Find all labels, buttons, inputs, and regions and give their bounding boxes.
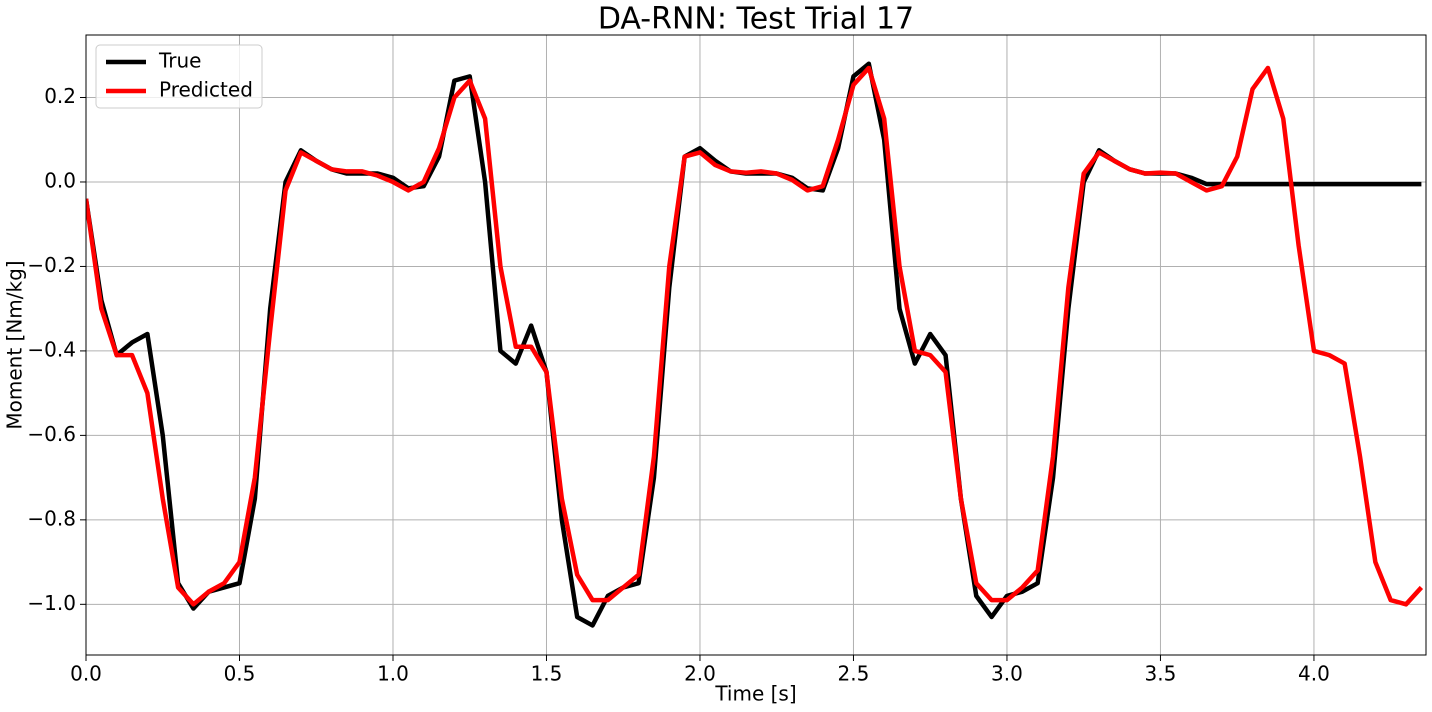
x-tick-label: 0.5 [224, 662, 256, 686]
x-tick-label: 0.0 [70, 662, 102, 686]
x-tick-label: 4.0 [1298, 662, 1330, 686]
x-tick-label: 2.5 [838, 662, 870, 686]
y-tick-label: −1.0 [27, 591, 76, 615]
plot-frame [85, 34, 1427, 656]
legend-label: Predicted [159, 78, 253, 102]
x-tick-label: 3.5 [1145, 662, 1177, 686]
y-tick-label: −0.2 [27, 253, 76, 277]
chart-title: DA-RNN: Test Trial 17 [598, 2, 914, 37]
legend-label: True [158, 49, 201, 73]
y-tick-label: −0.8 [27, 506, 76, 530]
y-tick-label: −0.6 [27, 422, 76, 446]
x-tick-label: 1.5 [531, 662, 563, 686]
x-tick-label: 3.0 [991, 662, 1023, 686]
y-tick-label: 0.2 [44, 84, 76, 108]
x-axis-label: Time [s] [714, 682, 796, 706]
data-line [86, 65, 1424, 607]
x-tick-label: 1.0 [377, 662, 409, 686]
x-tick-label: 2.0 [684, 662, 716, 686]
y-tick-label: 0.0 [44, 168, 76, 192]
y-tick-label: −0.4 [27, 337, 76, 361]
data-line [86, 61, 1422, 628]
y-axis-label: Moment [Nm/kg] [3, 260, 27, 429]
